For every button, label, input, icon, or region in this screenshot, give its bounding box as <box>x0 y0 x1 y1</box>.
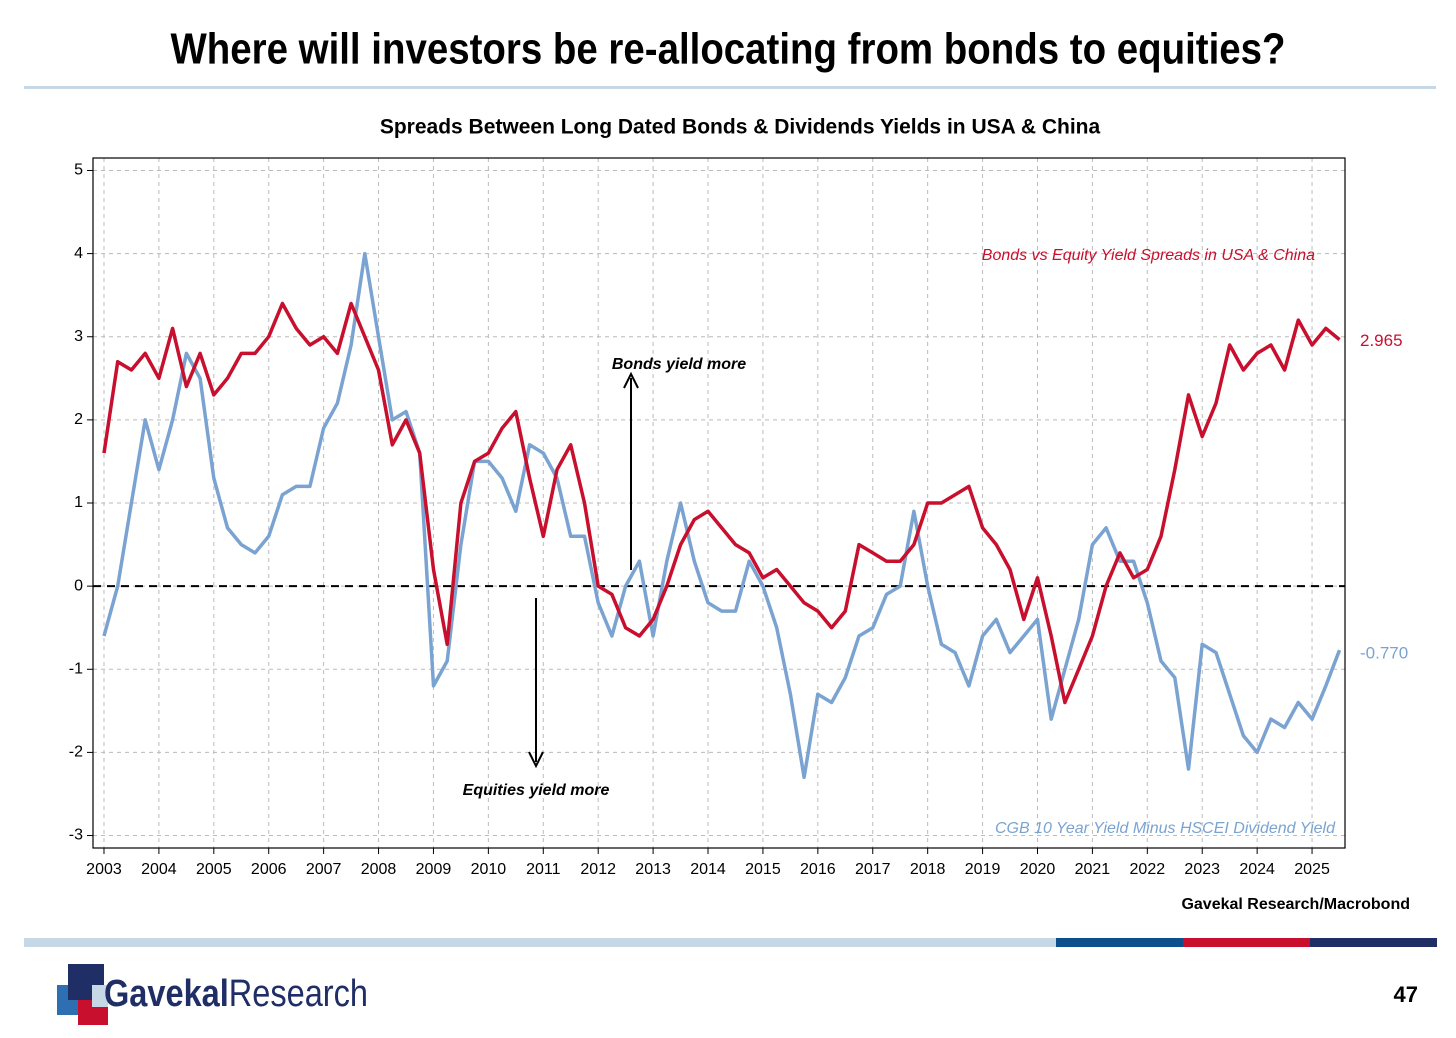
chart-title: Spreads Between Long Dated Bonds & Divid… <box>380 116 1101 139</box>
x-tick-label: 2018 <box>910 861 946 878</box>
x-tick-label: 2022 <box>1130 861 1166 878</box>
x-tick-label: 2005 <box>196 861 232 878</box>
x-tick-label: 2011 <box>526 861 561 878</box>
x-tick-label: 2023 <box>1184 861 1220 878</box>
y-tick-label: -2 <box>69 744 83 761</box>
x-tick-label: 2007 <box>306 861 342 878</box>
x-tick-label: 2025 <box>1294 861 1330 878</box>
logo-text: GavekalResearch <box>104 973 368 1015</box>
y-tick-label: 0 <box>74 577 83 594</box>
x-tick-label: 2006 <box>251 861 287 878</box>
y-tick-label: 2 <box>74 411 83 428</box>
x-tick-label: 2016 <box>800 861 836 878</box>
arrow-head <box>623 371 639 389</box>
x-tick-label: 2021 <box>1075 861 1111 878</box>
source: Gavekal Research/Macrobond <box>1181 896 1410 913</box>
page-number: 47 <box>1394 982 1418 1007</box>
y-tick-label: 3 <box>74 328 83 345</box>
logo-bold: Gavekal <box>104 973 229 1015</box>
annotation: Equities yield more <box>463 782 610 799</box>
x-tick-label: 2003 <box>86 861 122 878</box>
series-line <box>102 251 1342 780</box>
series-line <box>102 301 1341 705</box>
x-tick-label: 2013 <box>635 861 671 878</box>
footer-bar <box>1183 938 1310 947</box>
end-label: -0.770 <box>1360 644 1408 663</box>
y-tick-label: -3 <box>69 827 83 844</box>
y-tick-label: 1 <box>74 494 83 511</box>
x-tick-label: 2004 <box>141 861 177 878</box>
x-tick-label: 2012 <box>580 861 616 878</box>
grid <box>93 158 1345 848</box>
y-tick-label: 4 <box>74 245 83 262</box>
x-tick-label: 2024 <box>1239 861 1275 878</box>
y-tick-label: -1 <box>69 660 83 677</box>
x-tick-label: 2020 <box>1020 861 1056 878</box>
footer-bar <box>24 938 1056 947</box>
end-label: 2.965 <box>1360 331 1403 350</box>
x-tick-label: 2017 <box>855 861 891 878</box>
page-title: Where will investors be re-allocating fr… <box>171 25 1286 74</box>
arrow-head <box>528 751 544 769</box>
x-tick-label: 2019 <box>965 861 1001 878</box>
series-label: CGB 10 Year Yield Minus HSCEI Dividend Y… <box>995 820 1336 837</box>
x-tick-label: 2010 <box>471 861 507 878</box>
x-tick-label: 2014 <box>690 861 726 878</box>
series-label: Bonds vs Equity Yield Spreads in USA & C… <box>982 247 1315 264</box>
x-tick-label: 2008 <box>361 861 397 878</box>
footer-bar <box>1056 938 1183 947</box>
x-tick-label: 2009 <box>416 861 452 878</box>
x-tick-label: 2015 <box>745 861 781 878</box>
logo-mark <box>57 964 108 1025</box>
annotation: Bonds yield more <box>612 356 746 373</box>
y-tick-label: 5 <box>74 162 83 179</box>
title-rule <box>24 86 1436 89</box>
logo-regular: Research <box>229 973 368 1015</box>
footer-bar <box>1310 938 1437 947</box>
